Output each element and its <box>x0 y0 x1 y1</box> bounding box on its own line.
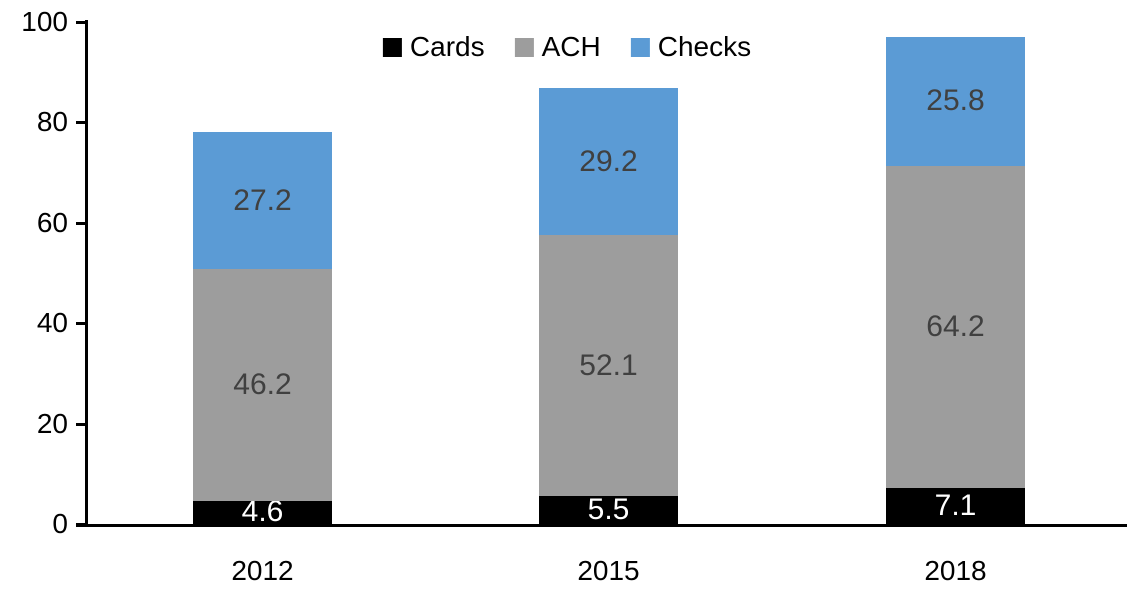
data-label: 7.1 <box>934 489 977 523</box>
x-axis-line <box>76 524 1127 527</box>
legend-swatch-checks <box>630 37 650 57</box>
y-axis-tick-label: 40 <box>36 307 68 339</box>
bar-segment-checks <box>886 36 1025 167</box>
legend-item-checks: Checks <box>630 31 752 62</box>
bar-segment-cards <box>193 500 332 524</box>
bar-segment-checks <box>539 88 678 235</box>
y-axis-tick-label: 60 <box>36 206 68 238</box>
legend-swatch-cards <box>382 37 402 57</box>
x-axis-category-label: 2015 <box>577 555 640 586</box>
y-axis-tick-label: 20 <box>36 407 68 439</box>
legend-swatch-ach <box>514 37 534 57</box>
x-axis-category-label: 2018 <box>924 555 987 586</box>
data-label: 5.5 <box>587 493 630 527</box>
y-axis-tick-label: 100 <box>21 6 68 37</box>
bar-segment-ach <box>539 234 678 497</box>
y-axis-line <box>85 20 88 527</box>
y-axis-tick <box>76 523 87 526</box>
bar-segment-ach <box>886 166 1025 489</box>
y-axis-tick <box>76 21 87 24</box>
y-axis-tick-label: 80 <box>36 106 68 138</box>
legend-label: Checks <box>657 31 752 62</box>
legend-label: ACH <box>541 31 601 62</box>
data-label: 29.2 <box>579 144 638 178</box>
y-axis-tick <box>76 322 87 326</box>
legend-label: Cards <box>409 31 485 62</box>
data-label: 52.1 <box>579 348 638 382</box>
data-label: 46.2 <box>233 367 292 401</box>
x-axis-category-label: 2012 <box>231 555 294 586</box>
y-axis-tick <box>76 121 87 125</box>
data-label: 64.2 <box>926 310 985 344</box>
y-axis-tick-label: 0 <box>52 508 68 539</box>
data-label: 27.2 <box>233 183 292 217</box>
bar-segment-ach <box>193 268 332 501</box>
y-axis-tick <box>76 221 87 225</box>
bar-segment-cards <box>886 488 1025 524</box>
legend: Cards ACH Checks <box>382 31 752 62</box>
bar-segment-checks <box>193 132 332 269</box>
legend-item-cards: Cards <box>382 31 485 62</box>
y-axis-tick <box>76 422 87 426</box>
data-label: 25.8 <box>926 84 985 118</box>
data-label: 4.6 <box>241 495 284 529</box>
legend-item-ach: ACH <box>514 31 601 62</box>
bar-segment-cards <box>539 496 678 524</box>
